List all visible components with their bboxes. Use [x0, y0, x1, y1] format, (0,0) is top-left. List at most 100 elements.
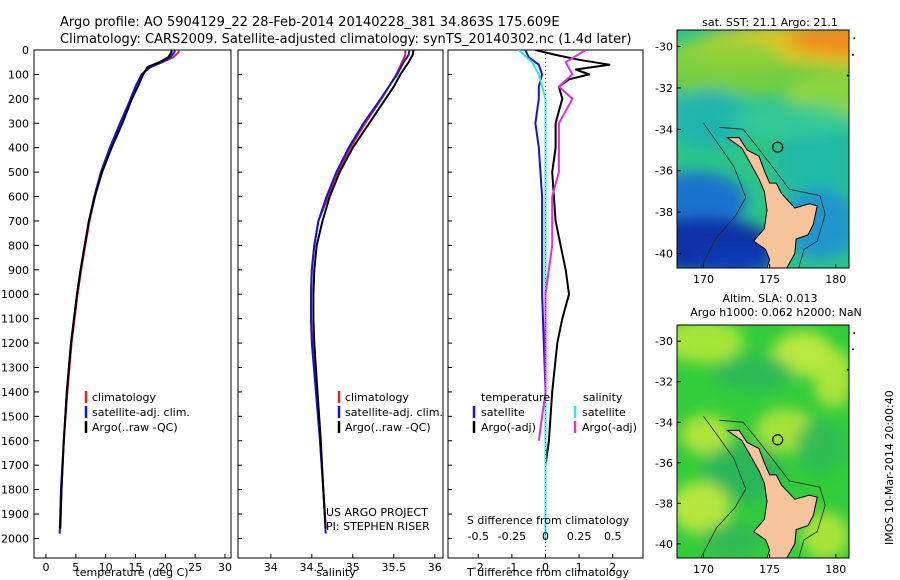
depth-tick-label: 1100	[1, 313, 29, 326]
series-argo-raw-qc	[312, 50, 415, 529]
x-tick-label: 15	[128, 561, 142, 574]
legend-header-temperature: temperature	[481, 391, 550, 404]
depth-tick-label: 0	[22, 44, 29, 57]
bathymetry-contour	[719, 126, 826, 268]
sla-map-title: Altim. SLA: 0.013	[722, 292, 817, 305]
legend-header-salinity: salinity	[583, 391, 623, 404]
lon-tick-label: 180	[825, 273, 846, 286]
field-patch	[789, 30, 849, 55]
legend-s-argo: Argo(-adj)	[582, 421, 637, 434]
field-patch	[713, 355, 794, 392]
credit-pi: PI: STEPHEN RISER	[326, 520, 430, 533]
legend-argo: Argo(..raw -QC)	[345, 421, 431, 434]
lat-tick-label: -40	[655, 248, 673, 261]
depth-tick-label: 1300	[1, 362, 29, 375]
salinity-xaxis: 34 34.5 35 35.5 36	[264, 554, 442, 574]
temperature-xaxis: 0 5 10 15 20 25 30	[42, 554, 232, 574]
temperature-legend: climatology satellite-adj. clim. Argo(..…	[84, 391, 190, 434]
bathymetry-contour	[700, 122, 747, 268]
x-tick-label: 35	[346, 561, 360, 574]
land-north-island	[725, 429, 818, 558]
s-tick-label: -0.25	[498, 530, 526, 543]
lon-tick-label: 170	[693, 563, 714, 576]
x-tick-label: 34.5	[300, 561, 325, 574]
sla-map-subtitle: Argo h1000: 0.062 h2000: NaN	[690, 306, 862, 319]
island-dot	[853, 37, 856, 40]
sla-map-frame	[676, 324, 850, 559]
legend-argo: Argo(..raw -QC)	[92, 421, 178, 434]
lat-tick-label: -38	[655, 206, 673, 219]
salinity-panel	[237, 49, 444, 559]
s-tick-label: 0.5	[604, 530, 622, 543]
depth-tick-label: 1800	[1, 484, 29, 497]
legend-climatology: climatology	[345, 391, 409, 404]
island-dot	[851, 53, 854, 56]
series-salinity-satellite	[517, 50, 547, 539]
island-dot	[846, 368, 849, 371]
field-patch	[729, 103, 849, 140]
series-argo-raw-qc	[59, 50, 173, 529]
s-tick-label: 0	[542, 530, 549, 543]
field-patch	[680, 414, 733, 455]
legend-t-argo: Argo(-adj)	[481, 421, 536, 434]
field-patch	[677, 171, 747, 232]
x-tick-label: 1	[576, 561, 583, 574]
series-climatology	[310, 50, 407, 527]
depth-tick-label: 300	[8, 117, 29, 130]
lon-tick-label: 170	[693, 273, 714, 286]
depth-tick-label: 400	[8, 142, 29, 155]
lat-tick-label: -30	[655, 335, 673, 348]
island-dot	[853, 332, 856, 335]
field-patch	[677, 481, 731, 534]
x-tick-label: -2	[473, 561, 484, 574]
difference-plot	[517, 50, 611, 558]
difference-xaxis: -2 -1 0 1 2 -0.5 -0.25 0 0.25 0.5	[468, 530, 622, 574]
x-tick-label: 36	[428, 561, 442, 574]
island-dot	[851, 348, 854, 351]
difference-xlabel: T difference from climatology	[466, 566, 629, 579]
sla-map	[677, 325, 849, 558]
difference-xlabel-top: S difference from climatology	[467, 514, 630, 527]
argo-position-marker	[772, 434, 784, 446]
s-tick-label: -0.5	[468, 530, 489, 543]
field-patch	[813, 347, 849, 408]
depth-tick-label: 2000	[1, 532, 29, 545]
field-patch	[703, 442, 784, 503]
temperature-xlabel: temperature (deg C)	[75, 566, 188, 579]
series-satellite-adj-clim	[310, 50, 411, 534]
sst-map-frame	[676, 29, 850, 269]
bathymetry-contour	[719, 419, 826, 558]
lat-tick-label: -30	[655, 41, 673, 54]
land-north-island	[725, 137, 818, 268]
x-tick-label: 20	[158, 561, 172, 574]
depth-tick-label: 1000	[1, 288, 29, 301]
x-tick-label: 0	[42, 561, 49, 574]
lat-tick-label: -38	[655, 497, 673, 510]
field-patch	[677, 325, 744, 364]
lat-tick-label: -36	[655, 165, 673, 178]
depth-tick-label: 700	[8, 215, 29, 228]
lon-tick-label: 175	[759, 563, 780, 576]
x-tick-label: 30	[218, 561, 232, 574]
field-patch	[696, 247, 777, 268]
depth-tick-label: 1900	[1, 508, 29, 521]
depth-tick-label: 500	[8, 166, 29, 179]
x-tick-label: 35.5	[382, 561, 407, 574]
credit-project: US ARGO PROJECT	[326, 506, 428, 519]
sst-map-axes: -30 -32 -34 -36 -38 -40 170 175 180	[655, 37, 856, 286]
x-tick-label: 5	[72, 561, 79, 574]
salinity-xlabel: salinity	[316, 566, 356, 579]
difference-legend: temperature satellite Argo(-adj) salinit…	[472, 391, 637, 434]
depth-tick-label: 1200	[1, 337, 29, 350]
legend-t-satellite: satellite	[481, 406, 525, 419]
depth-tick-label: 1700	[1, 459, 29, 472]
field-patch	[702, 521, 763, 558]
lat-tick-label: -34	[655, 416, 673, 429]
salinity-plot	[310, 50, 415, 534]
s-tick-label: 0.25	[567, 530, 592, 543]
lon-tick-label: 180	[825, 563, 846, 576]
salinity-legend: climatology satellite-adj. clim. Argo(..…	[337, 391, 443, 434]
legend-satellite: satellite-adj. clim.	[345, 406, 443, 419]
field-patch	[801, 511, 849, 558]
